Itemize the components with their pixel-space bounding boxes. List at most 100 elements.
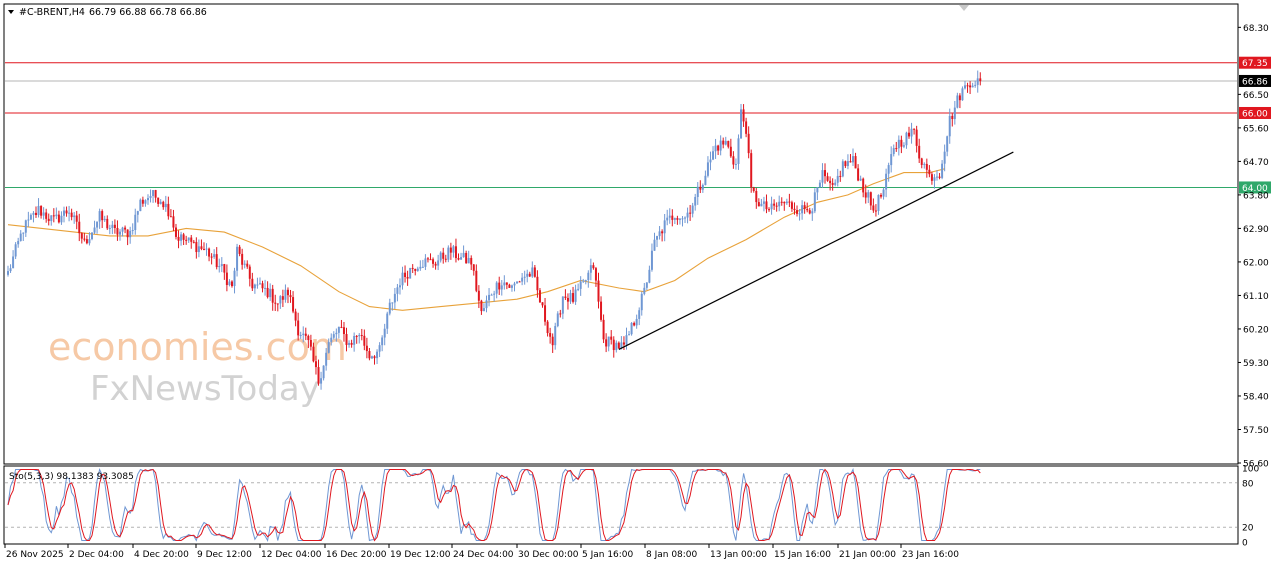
candle (640, 291, 643, 316)
candle-body (378, 345, 381, 352)
candle-body (34, 212, 37, 216)
candle-body (129, 230, 132, 238)
candle-body (381, 337, 384, 346)
candle-body (177, 236, 180, 241)
candle-body (480, 300, 483, 312)
chart-shift-marker-icon[interactable] (959, 5, 969, 11)
candle (577, 283, 580, 292)
candle (190, 234, 193, 249)
candle (490, 293, 493, 296)
candle (477, 285, 480, 309)
candle-body (401, 272, 404, 286)
candle (526, 269, 529, 283)
candle-body (612, 339, 615, 351)
candle (202, 242, 205, 251)
trendline (618, 151, 1014, 350)
candle (12, 250, 15, 269)
candle-body (841, 161, 844, 177)
candle-body (536, 276, 539, 291)
candle-body (172, 216, 175, 228)
candle-body (589, 265, 592, 273)
candle-body (317, 367, 320, 384)
candle-body (737, 138, 740, 164)
candle (426, 257, 429, 263)
candle (169, 209, 172, 218)
symbol-menu-icon[interactable] (8, 10, 14, 14)
candle (979, 72, 982, 86)
candle-body (55, 214, 58, 217)
candle (760, 198, 763, 207)
candle (22, 232, 25, 241)
candle-body (80, 233, 83, 239)
candle-body (620, 342, 623, 349)
candle (607, 336, 610, 352)
candle-body (658, 231, 661, 237)
price-axis: 68.30 67.35 66.86 66.50 66.00 65.60 64.70 64.00… (1238, 24, 1271, 470)
candle (653, 232, 656, 251)
candle (676, 215, 679, 225)
candle-body (65, 210, 68, 214)
candle-body (885, 173, 888, 190)
candle-body (174, 227, 177, 237)
candle (317, 359, 320, 386)
candle (498, 276, 501, 295)
candle-body (228, 281, 231, 286)
y-tick-label: 63.80 (1243, 191, 1269, 201)
candle (971, 82, 974, 88)
candle (663, 213, 666, 242)
candle-body (136, 211, 139, 215)
candle-body (765, 201, 768, 210)
candle-body (208, 248, 211, 257)
candle-body (712, 151, 715, 160)
candle (292, 291, 295, 314)
candle (65, 206, 68, 217)
candle (215, 247, 218, 270)
candle-body (714, 145, 717, 152)
candle-body (281, 296, 284, 300)
candle (724, 136, 727, 146)
candle (554, 322, 557, 350)
x-tick-label: 26 Nov 2025 (6, 550, 64, 560)
x-tick-label: 8 Jan 08:00 (646, 550, 698, 560)
candle-body (307, 335, 310, 341)
candle-body (452, 246, 455, 253)
candle-body (376, 351, 379, 359)
candle (668, 208, 671, 224)
watermark-economies: economies.com (48, 325, 347, 369)
candle (732, 151, 735, 169)
candle-body (946, 136, 949, 152)
candle-body (62, 210, 65, 216)
candle-body (541, 302, 544, 306)
candle-body (485, 300, 488, 309)
candle (299, 331, 302, 339)
candle (332, 331, 335, 340)
candle (60, 211, 63, 225)
candle (734, 158, 737, 170)
candle-body (727, 140, 730, 147)
candle (421, 259, 424, 268)
candle (312, 342, 315, 363)
y-tick-label: 62.90 (1243, 225, 1269, 235)
candle (419, 260, 422, 271)
candle (785, 198, 788, 205)
candle-body (363, 335, 366, 346)
candle (62, 206, 65, 223)
candle (594, 266, 597, 287)
candle (793, 202, 796, 215)
candle-body (465, 252, 468, 264)
candle-body (248, 266, 251, 279)
candle-body (169, 216, 172, 218)
candle (737, 134, 740, 170)
candle (546, 320, 549, 337)
candle-body (396, 287, 399, 294)
candle-body (635, 318, 638, 326)
candle (811, 208, 814, 221)
candle (113, 219, 116, 234)
candle-body (398, 285, 401, 288)
candle-body (816, 187, 819, 193)
stochastic-main-line (7, 467, 981, 542)
candle-body (948, 115, 951, 137)
candle-body (880, 194, 883, 197)
candle-body (57, 214, 60, 223)
